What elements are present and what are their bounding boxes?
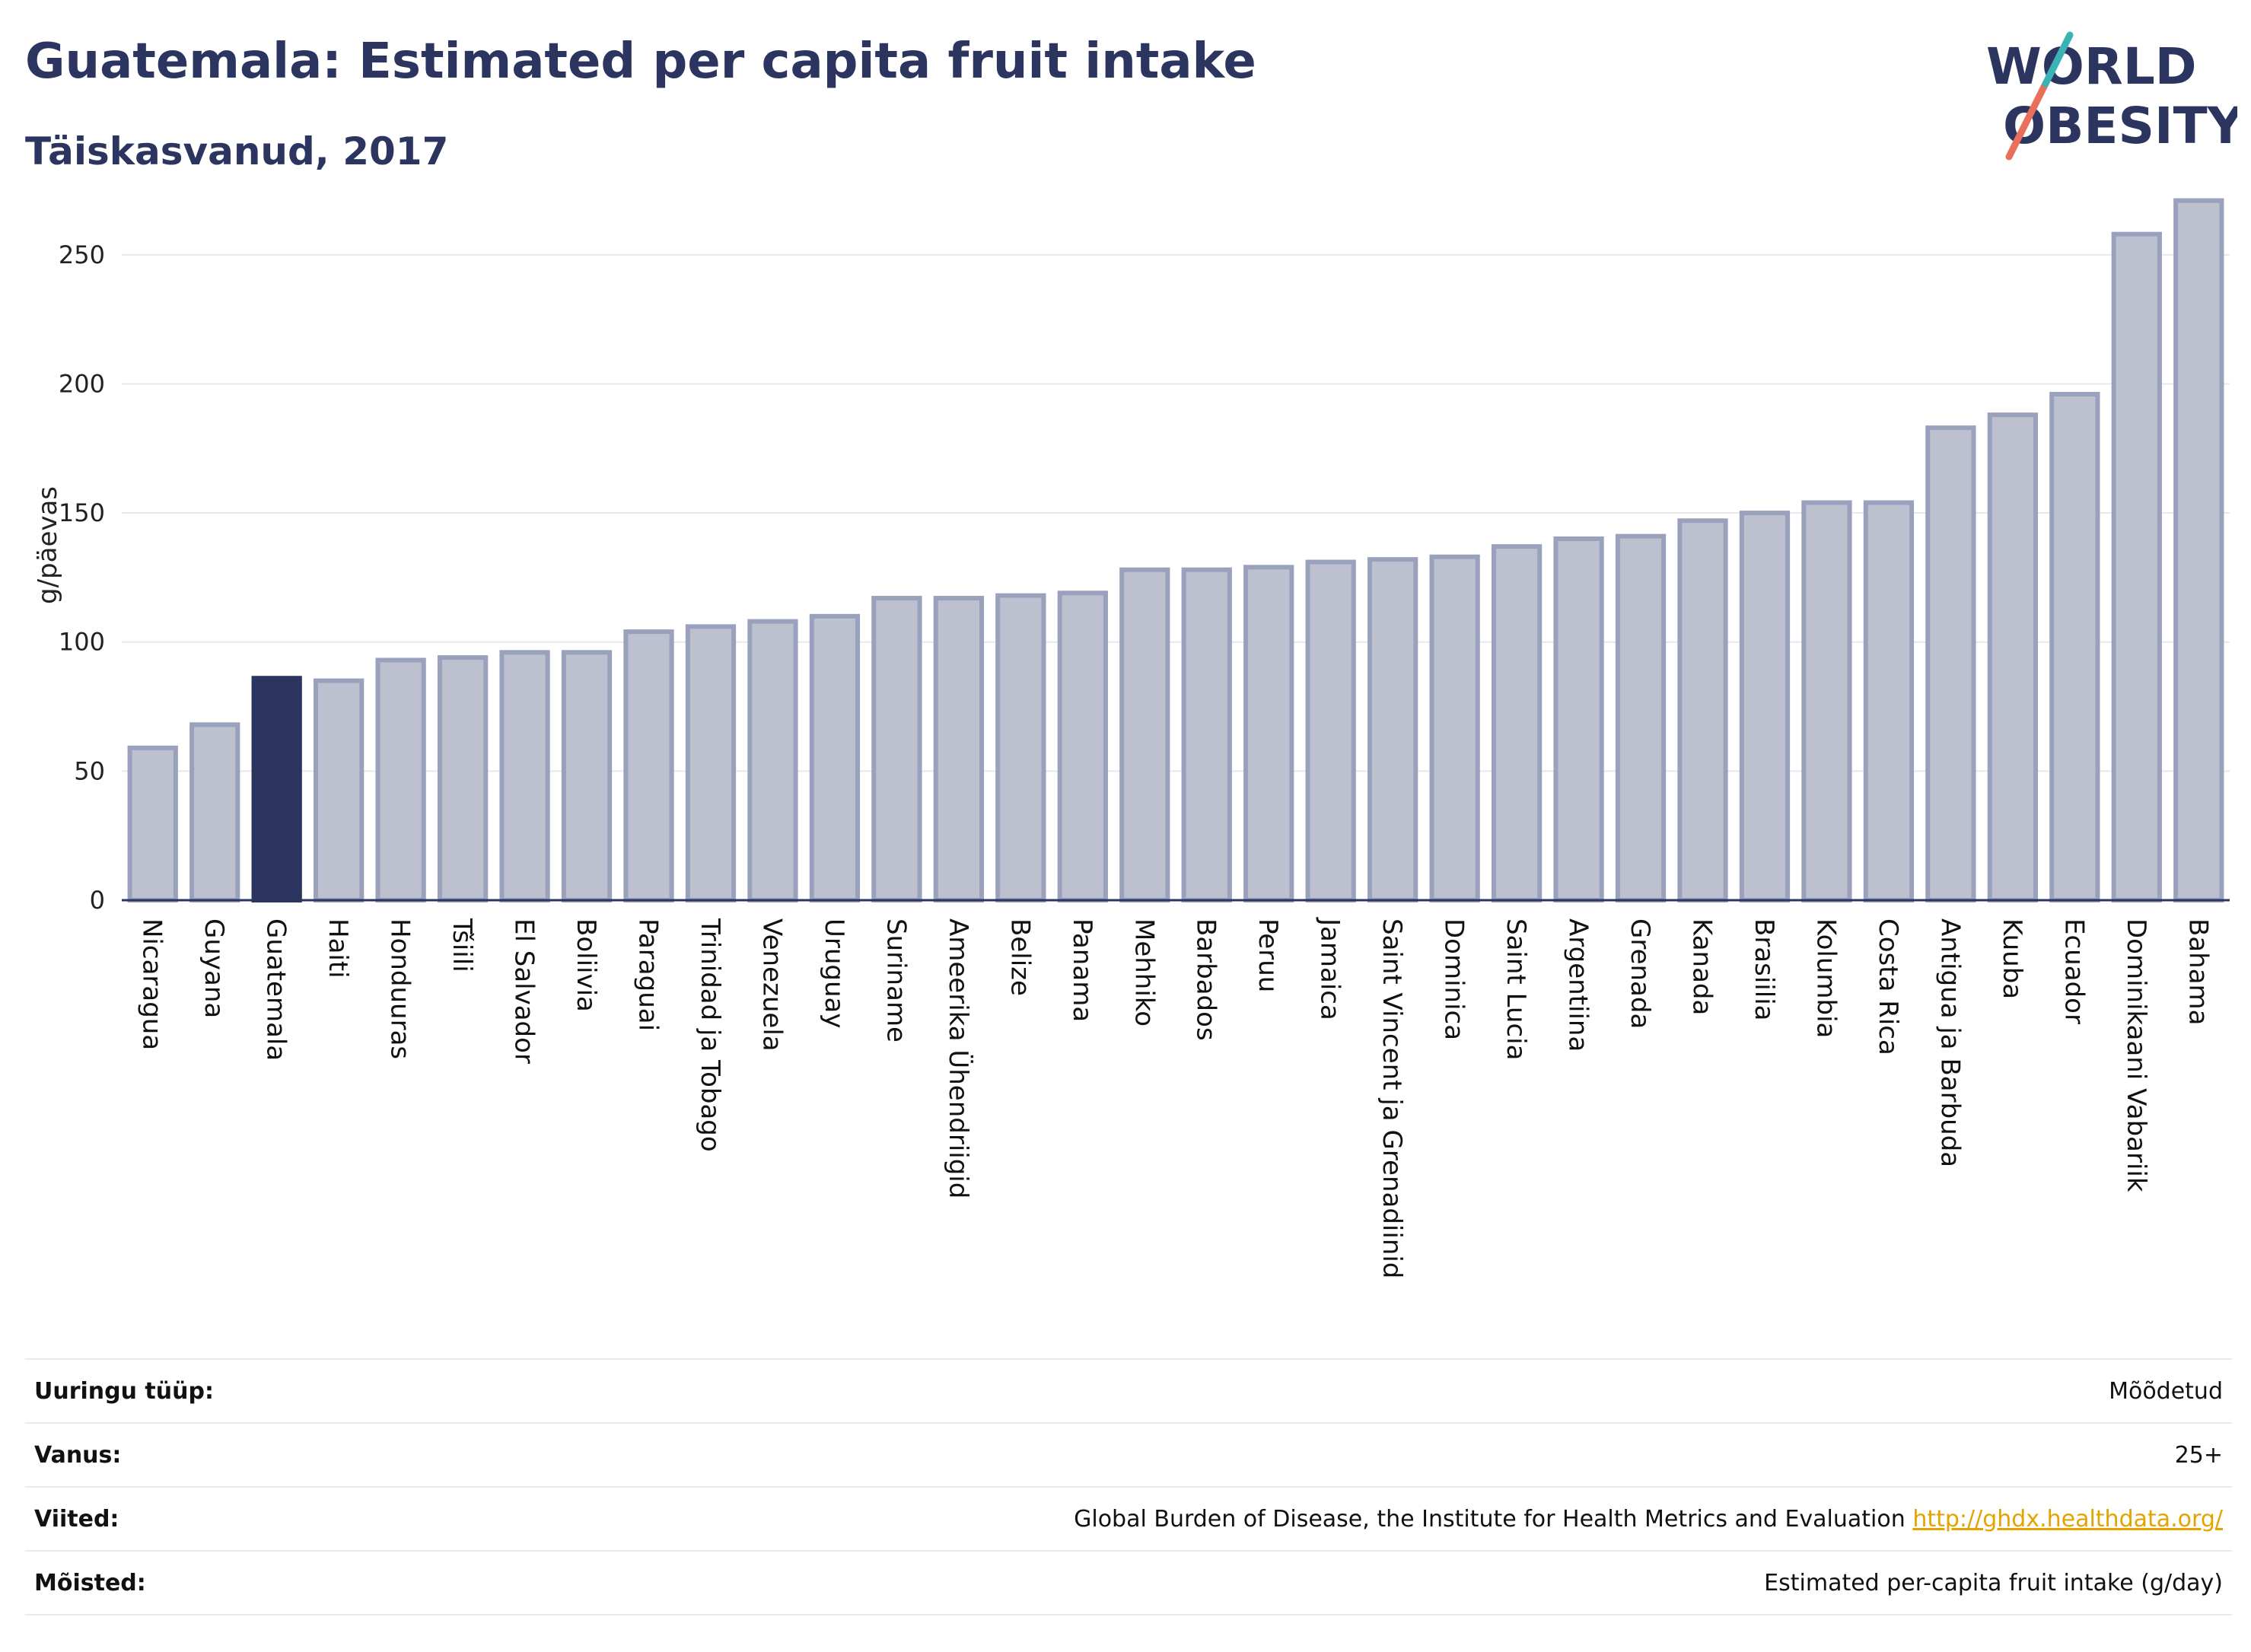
bar-bahama: [2173, 198, 2224, 902]
bar-trinidad-ja-tobago: [685, 624, 737, 902]
x-tick-label: El Salvador: [509, 918, 540, 1064]
bar-dominica: [1429, 554, 1480, 902]
meta-row-references: Viited: Global Burden of Disease, the In…: [25, 1486, 2232, 1550]
bar-barbados: [1181, 567, 1232, 902]
meta-row-survey-type: Uuringu tüüp: Mõõdetud: [25, 1358, 2232, 1422]
bar-paraguai: [623, 629, 674, 902]
bar-kolumbia: [1801, 500, 1852, 902]
logo-line2: OBESITY: [2003, 97, 2237, 155]
chart-subtitle: Täiskasvanud, 2017: [25, 129, 449, 173]
bar-honduuras: [375, 657, 426, 903]
logo-line1: WORLD: [1986, 37, 2197, 96]
y-tick-label: 250: [59, 240, 105, 269]
x-tick-label: Ecuador: [2058, 918, 2089, 1024]
bar-saint-lucia: [1491, 544, 1543, 902]
x-tick-label: Mehhiko: [1129, 918, 1159, 1027]
meta-label: Uuringu tüüp:: [34, 1377, 214, 1405]
x-tick-label: Antigua ja Barbuda: [1934, 918, 1965, 1167]
bar-ameerika-hendriigid: [933, 596, 984, 902]
x-tick-label: Kanada: [1687, 918, 1718, 1015]
x-tick-label: Venezuela: [756, 918, 787, 1052]
bar-el-salvador: [499, 650, 550, 902]
meta-label: Viited:: [34, 1505, 119, 1533]
bar-peruu: [1243, 565, 1294, 902]
bar-nicaragua: [127, 745, 178, 903]
bar-t-iili: [437, 655, 489, 902]
bar-antigua-ja-barbuda: [1925, 425, 1976, 902]
meta-value: Mõõdetud: [2109, 1377, 2223, 1405]
bar-costa-rica: [1863, 500, 1915, 902]
reference-link[interactable]: http://ghdx.healthdata.org/: [1912, 1505, 2223, 1533]
meta-label: Vanus:: [34, 1441, 122, 1469]
x-tick-label: Honduuras: [385, 918, 415, 1059]
meta-value: 25+: [2174, 1441, 2223, 1469]
x-tick-label: Dominikaani Vabariik: [2121, 918, 2151, 1192]
bar-venezuela: [747, 619, 798, 902]
reference-text: Global Burden of Disease, the Institute …: [1074, 1505, 1906, 1533]
x-tick-label: Kolumbia: [1810, 918, 1841, 1038]
logo-slash-teal: [2042, 31, 2074, 88]
y-tick-label: 50: [74, 756, 105, 785]
bar-chart: 0 50 100 150 200 250 g/päevas Nicaragua Guyana Gu…: [33, 198, 2230, 1278]
bar-jamaica: [1305, 559, 1356, 902]
x-tick-label: Tšiili: [447, 918, 477, 972]
x-tick-label: Trinidad ja Tobago: [695, 918, 725, 1152]
bar-guatemala: [251, 676, 302, 902]
meta-value-references: Global Burden of Disease, the Institute …: [1074, 1506, 2223, 1533]
x-tick-label: Barbados: [1191, 918, 1221, 1041]
bar-mehhiko: [1119, 567, 1170, 902]
bar-brasiilia: [1739, 511, 1791, 902]
bar-suriname: [871, 596, 922, 902]
bar-saint-vincent-ja-grenadiinid: [1367, 557, 1418, 902]
bar-kuuba: [1987, 412, 2038, 902]
x-tick-label: Haiti: [323, 918, 353, 979]
meta-row-definitions: Mõisted: Estimated per-capita fruit inta…: [25, 1550, 2232, 1615]
meta-row-age: Vanus: 25+: [25, 1422, 2232, 1486]
bar-ecuador: [2049, 392, 2100, 902]
meta-label: Mõisted:: [34, 1569, 146, 1596]
x-tick-label: Guatemala: [261, 918, 291, 1061]
y-tick-label: 0: [90, 886, 105, 915]
bar-argentiina: [1553, 536, 1604, 902]
x-tick-label: Nicaragua: [137, 918, 167, 1050]
bar-guyana: [189, 722, 240, 903]
x-tick-label: Brasiilia: [1749, 918, 1779, 1020]
x-tick-label: Ameerika Ühendriigid: [943, 918, 974, 1198]
x-tick-label: Peruu: [1253, 918, 1283, 992]
y-tick-label: 200: [59, 369, 105, 398]
y-axis-label: g/päevas: [33, 486, 63, 604]
y-tick-label: 150: [59, 498, 105, 527]
x-tick-label: Grenada: [1625, 918, 1655, 1029]
x-tick-label: Argentiina: [1563, 918, 1594, 1052]
x-tick-label: Saint Vincent ja Grenadiinid: [1377, 918, 1407, 1278]
x-tick-label: Guyana: [199, 918, 229, 1018]
x-tick-label: Bahama: [2183, 918, 2213, 1026]
bar-haiti: [314, 678, 365, 902]
chart-title: Guatemala: Estimated per capita fruit in…: [25, 33, 1256, 90]
x-tick-label: Uruguay: [819, 918, 849, 1029]
bar-dominikaani-vabariik: [2111, 231, 2162, 902]
x-tick-label: Boliivia: [571, 918, 601, 1012]
bar-panama: [1057, 590, 1108, 902]
x-tick-label: Suriname: [880, 918, 911, 1042]
logo-slash-red: [2005, 80, 2049, 161]
x-tick-label: Belize: [1005, 918, 1035, 996]
world-obesity-logo: WORLD OBESITY: [1986, 31, 2237, 161]
x-tick-label: Saint Lucia: [1501, 918, 1531, 1060]
bar-kanada: [1677, 518, 1728, 902]
x-tick-label: Jamaica: [1315, 917, 1345, 1020]
y-tick-label: 100: [59, 628, 105, 657]
meta-value: Estimated per-capita fruit intake (g/day…: [1764, 1569, 2223, 1596]
x-tick-label: Paraguai: [633, 918, 664, 1031]
x-tick-label: Panama: [1067, 918, 1097, 1022]
bar-grenada: [1615, 533, 1667, 902]
x-tick-label: Costa Rica: [1873, 918, 1903, 1055]
bar-boliivia: [561, 650, 613, 902]
metadata-table: Uuringu tüüp: Mõõdetud Vanus: 25+ Viited…: [25, 1358, 2232, 1615]
x-tick-label: Dominica: [1439, 918, 1469, 1040]
bar-belize: [995, 593, 1046, 903]
bar-uruguay: [809, 613, 861, 902]
x-tick-label: Kuuba: [1997, 918, 2027, 999]
